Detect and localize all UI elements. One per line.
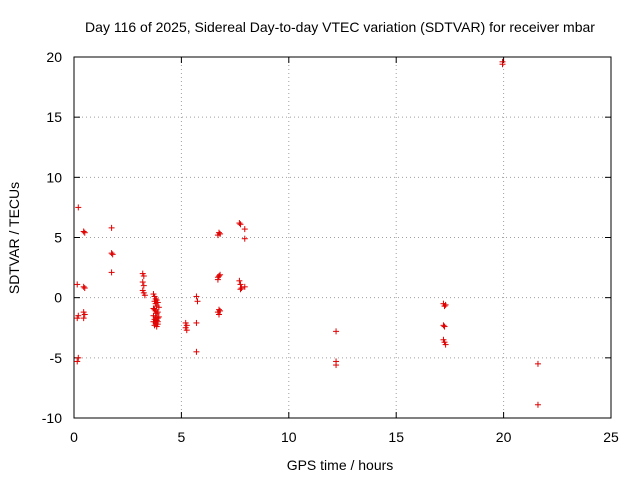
data-point — [108, 269, 115, 276]
data-point — [154, 318, 161, 325]
data-point — [154, 309, 161, 316]
data-point — [193, 348, 200, 355]
data-point — [237, 221, 244, 228]
data-point — [534, 401, 541, 408]
data-point — [236, 277, 243, 284]
data-point — [141, 292, 148, 299]
data-point — [333, 328, 340, 335]
data-point — [140, 282, 147, 289]
data-point — [75, 204, 82, 211]
data-points — [74, 58, 541, 408]
data-point — [236, 220, 243, 227]
data-point — [74, 358, 81, 365]
data-point — [215, 311, 222, 318]
chart-title: Day 116 of 2025, Sidereal Day-to-day VTE… — [85, 19, 595, 35]
data-point — [155, 313, 162, 320]
data-point — [241, 283, 248, 290]
data-point — [151, 306, 158, 313]
y-tick-label: 0 — [54, 290, 62, 306]
data-point — [81, 285, 88, 292]
y-axis-label: SDTVAR / TECUs — [6, 182, 22, 294]
data-point — [237, 286, 244, 293]
x-tick-label: 5 — [178, 429, 186, 445]
x-tick-label: 25 — [603, 429, 619, 445]
data-point — [81, 229, 88, 236]
y-tick-label: 5 — [54, 230, 62, 246]
data-point — [217, 307, 224, 314]
x-tick-label: 15 — [388, 429, 404, 445]
y-tick-label: -5 — [50, 350, 63, 366]
data-point — [108, 250, 115, 257]
data-point — [441, 303, 448, 310]
data-point — [80, 315, 87, 322]
data-point — [153, 310, 160, 317]
data-point — [193, 293, 200, 300]
data-point — [74, 315, 81, 322]
data-point — [139, 279, 146, 286]
x-tick-label: 10 — [281, 429, 297, 445]
data-point — [81, 311, 88, 318]
data-point — [217, 230, 224, 237]
data-point — [534, 360, 541, 367]
x-axis-ticks: 0 5 10 15 20 25 — [70, 57, 619, 445]
y-tick-label: 20 — [46, 49, 62, 65]
x-tick-label: 0 — [70, 429, 78, 445]
data-point — [217, 271, 224, 278]
data-point — [440, 322, 447, 329]
data-point — [183, 327, 190, 334]
data-point — [140, 273, 147, 280]
data-point — [214, 276, 221, 283]
data-point — [441, 323, 448, 330]
grid — [74, 57, 611, 418]
data-point — [155, 304, 162, 311]
data-point — [241, 226, 248, 233]
data-point — [194, 298, 201, 305]
data-point — [80, 283, 87, 290]
data-point — [333, 362, 340, 369]
data-point — [80, 228, 87, 235]
data-point — [109, 251, 116, 258]
data-point — [241, 235, 248, 242]
data-point — [442, 301, 449, 308]
y-tick-label: 10 — [46, 169, 62, 185]
y-tick-label: -10 — [42, 410, 62, 426]
data-point — [193, 319, 200, 326]
data-point — [499, 61, 506, 68]
data-point — [75, 354, 82, 361]
y-tick-label: 15 — [46, 109, 62, 125]
data-point — [215, 229, 222, 236]
data-point — [215, 273, 222, 280]
data-point — [108, 224, 115, 231]
x-axis-label: GPS time / hours — [287, 457, 394, 473]
data-point — [442, 341, 449, 348]
data-point — [74, 281, 81, 288]
x-tick-label: 20 — [496, 429, 512, 445]
plot-frame — [73, 56, 612, 419]
data-point — [238, 285, 245, 292]
data-point — [153, 323, 160, 330]
